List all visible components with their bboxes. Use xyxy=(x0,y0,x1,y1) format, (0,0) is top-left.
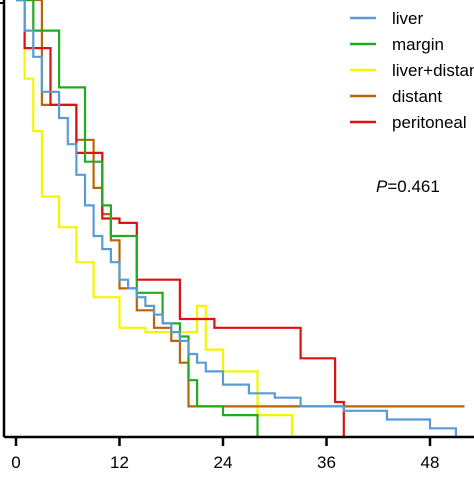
x-tick-label: 24 xyxy=(214,453,233,472)
p-value-text: =0.461 xyxy=(387,177,439,196)
x-tick-label: 48 xyxy=(421,453,440,472)
p-value-prefix: P xyxy=(376,177,388,196)
legend-label: liver xyxy=(392,9,424,28)
legend-label: peritoneal xyxy=(392,113,467,132)
series-line-liver-distant xyxy=(16,0,294,437)
series-line-peritoneal xyxy=(16,0,345,437)
x-tick-label: 36 xyxy=(317,453,336,472)
series-line-liver xyxy=(16,0,457,437)
legend-label: margin xyxy=(392,35,444,54)
legend-label: distant xyxy=(392,87,442,106)
x-tick-label: 12 xyxy=(110,453,129,472)
legend-label: liver+distant xyxy=(392,61,474,80)
p-value-annotation: P=0.461 xyxy=(376,177,440,196)
x-tick-label: 0 xyxy=(11,453,20,472)
